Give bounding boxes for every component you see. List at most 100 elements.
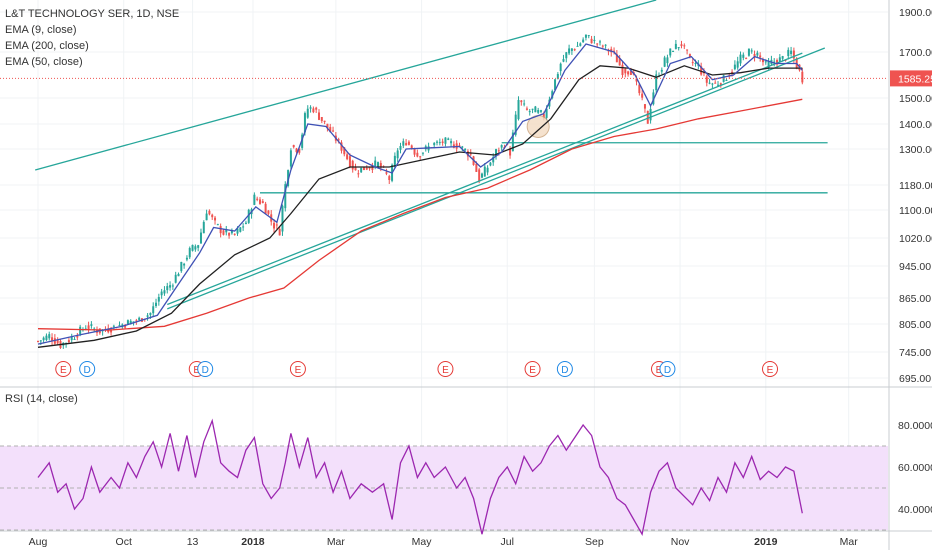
earnings-marker-label: E bbox=[295, 365, 302, 376]
candle-body bbox=[194, 246, 197, 250]
candle-body bbox=[436, 141, 439, 143]
candle-body bbox=[601, 45, 604, 47]
candle-body bbox=[635, 78, 638, 82]
candle-body bbox=[155, 302, 158, 307]
candle-body bbox=[169, 285, 172, 288]
candle-body bbox=[579, 43, 582, 46]
candle-body bbox=[629, 70, 632, 75]
candle-body bbox=[191, 244, 194, 251]
time-axis-label: Oct bbox=[116, 536, 132, 548]
candle-body bbox=[318, 112, 320, 120]
candle-body bbox=[326, 123, 329, 129]
candle-body bbox=[525, 108, 528, 110]
candle-body bbox=[171, 285, 174, 287]
candle-body bbox=[523, 103, 526, 105]
candle-body bbox=[351, 160, 354, 170]
candle-body bbox=[447, 138, 450, 140]
candle-body bbox=[717, 84, 720, 86]
candle-body bbox=[568, 48, 571, 54]
candle-body bbox=[778, 57, 781, 62]
candle-body bbox=[438, 142, 441, 144]
candle-body bbox=[643, 104, 646, 109]
candle-body bbox=[545, 108, 548, 118]
candle-body bbox=[216, 224, 219, 226]
candle-body bbox=[694, 63, 697, 65]
candle-body bbox=[197, 245, 200, 248]
candle-body bbox=[478, 169, 481, 182]
candle-body bbox=[146, 315, 149, 317]
time-axis-label: 13 bbox=[187, 536, 199, 548]
candle-body bbox=[410, 145, 413, 149]
candle-body bbox=[379, 163, 382, 168]
candle-body bbox=[745, 58, 748, 60]
candle-body bbox=[587, 35, 590, 37]
candle-body bbox=[672, 50, 675, 52]
candle-body bbox=[306, 108, 309, 118]
last-price-label: 1585.25 bbox=[898, 73, 932, 85]
candle-body bbox=[56, 340, 59, 344]
candle-body bbox=[183, 263, 186, 266]
legend-ema9[interactable]: EMA (9, close) bbox=[5, 24, 77, 36]
symbol-title[interactable]: L&T TECHNOLOGY SER, 1D, NSE bbox=[5, 8, 180, 20]
price-axis-label: 695.00 bbox=[899, 373, 931, 385]
candle-body bbox=[686, 49, 689, 51]
candle-body bbox=[584, 34, 587, 38]
candle-body bbox=[126, 320, 129, 325]
time-axis-label: Mar bbox=[840, 536, 859, 548]
candle-body bbox=[531, 108, 534, 110]
earnings-marker-label: E bbox=[529, 365, 536, 376]
candle-body bbox=[45, 335, 48, 341]
candle-body bbox=[202, 221, 205, 234]
legend-ema50[interactable]: EMA (50, close) bbox=[5, 56, 83, 68]
rsi-axis-label: 80.0000 bbox=[898, 420, 932, 432]
candle-body bbox=[343, 147, 346, 155]
candle-body bbox=[399, 145, 402, 150]
candle-body bbox=[554, 79, 557, 91]
candle-body bbox=[160, 291, 163, 296]
candle-body bbox=[354, 167, 357, 171]
time-axis-label: Aug bbox=[29, 536, 48, 548]
candle-body bbox=[801, 71, 804, 83]
candle-body bbox=[433, 142, 436, 146]
trendline bbox=[35, 0, 657, 171]
candle-body bbox=[421, 152, 424, 154]
last-price-badge bbox=[890, 70, 932, 87]
dividend-marker bbox=[659, 361, 676, 377]
time-axis-label: Mar bbox=[327, 536, 346, 548]
candle-body bbox=[51, 337, 54, 341]
time-axis-label: Nov bbox=[671, 536, 690, 548]
candle-body bbox=[419, 156, 422, 158]
legend-ema200[interactable]: EMA (200, close) bbox=[5, 40, 89, 52]
candle-body bbox=[312, 108, 315, 113]
candle-body bbox=[613, 50, 616, 52]
candle-body bbox=[214, 217, 217, 221]
candle-body bbox=[118, 325, 121, 327]
candle-body bbox=[736, 61, 739, 68]
candle-body bbox=[497, 150, 500, 152]
candle-body bbox=[174, 274, 177, 283]
ema50-line bbox=[37, 65, 803, 348]
candle-body bbox=[149, 312, 152, 316]
candle-body bbox=[48, 334, 51, 339]
candle-body bbox=[759, 55, 762, 58]
candle-body bbox=[719, 83, 722, 86]
time-axis-label: 2019 bbox=[754, 536, 778, 548]
candle-body bbox=[90, 324, 93, 326]
candle-body bbox=[157, 297, 160, 302]
candle-body bbox=[199, 232, 202, 244]
candle-body bbox=[450, 141, 453, 144]
candle-body bbox=[362, 167, 365, 171]
candle-body bbox=[638, 84, 641, 94]
candle-body bbox=[292, 145, 295, 148]
candle-body bbox=[441, 141, 444, 143]
candle-body bbox=[247, 209, 250, 223]
candle-body bbox=[500, 145, 503, 148]
candle-body bbox=[663, 57, 666, 67]
trendline bbox=[167, 47, 826, 310]
candle-body bbox=[264, 203, 267, 214]
candle-body bbox=[562, 59, 565, 62]
candle-body bbox=[346, 154, 349, 160]
rsi-legend[interactable]: RSI (14, close) bbox=[5, 393, 78, 405]
rsi-axis-label: 40.0000 bbox=[898, 504, 932, 516]
